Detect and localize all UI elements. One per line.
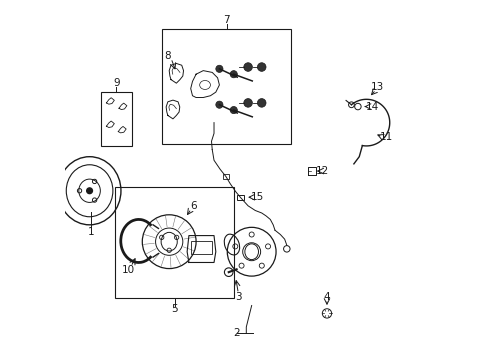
Circle shape <box>86 188 92 194</box>
Text: 15: 15 <box>250 192 263 202</box>
Circle shape <box>244 63 252 71</box>
Text: 1: 1 <box>88 227 95 237</box>
Circle shape <box>230 71 237 78</box>
Text: 12: 12 <box>315 166 328 176</box>
Bar <box>162 30 290 144</box>
Text: 9: 9 <box>113 78 120 88</box>
Text: 8: 8 <box>164 51 170 61</box>
Text: 3: 3 <box>235 292 241 302</box>
Text: 6: 6 <box>190 201 197 211</box>
Text: 4: 4 <box>323 292 329 302</box>
Text: 5: 5 <box>171 304 178 314</box>
Circle shape <box>230 107 237 114</box>
Bar <box>115 187 233 298</box>
Bar <box>222 174 228 179</box>
Circle shape <box>257 99 265 107</box>
Circle shape <box>244 99 252 107</box>
Bar <box>237 195 244 201</box>
Circle shape <box>257 63 265 71</box>
Text: 14: 14 <box>365 102 378 112</box>
Text: 11: 11 <box>379 132 392 142</box>
Bar <box>191 241 211 253</box>
Text: 10: 10 <box>121 265 134 275</box>
Text: 2: 2 <box>233 328 240 338</box>
Bar <box>101 92 131 146</box>
Text: 7: 7 <box>223 15 229 26</box>
Text: 13: 13 <box>370 82 383 92</box>
Circle shape <box>215 101 223 108</box>
Circle shape <box>215 65 223 72</box>
